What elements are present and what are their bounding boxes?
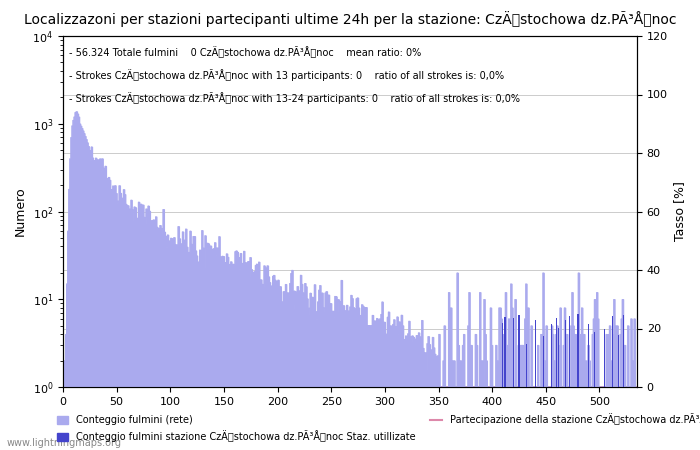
Bar <box>604 329 606 387</box>
Y-axis label: Numero: Numero <box>14 187 27 236</box>
Bar <box>526 343 527 387</box>
Bar <box>618 334 620 387</box>
Text: www.lightningmaps.org: www.lightningmaps.org <box>7 438 122 448</box>
Text: - 56.324 Totale fulmini    0 CzÄstochowa dz.PÃ³Ånoc    mean ratio: 0%: - 56.324 Totale fulmini 0 CzÄstochowa d… <box>69 46 421 58</box>
Text: - Strokes CzÄstochowa dz.PÃ³Ånoc with 13-24 participants: 0    ratio of all st: - Strokes CzÄstochowa dz.PÃ³Ånoc with … <box>69 92 519 104</box>
Y-axis label: Tasso [%]: Tasso [%] <box>673 181 687 242</box>
Bar <box>612 316 613 387</box>
Bar <box>551 324 552 387</box>
Bar <box>622 315 624 387</box>
Text: - Strokes CzÄstochowa dz.PÃ³Ånoc with 13 participants: 0    ratio of all strok: - Strokes CzÄstochowa dz.PÃ³Ånoc with … <box>69 69 504 81</box>
Text: Localizzazoni per stazioni partecipanti ultime 24h per la stazione: CzÄstochowa: Localizzazoni per stazioni partecipanti … <box>24 11 676 27</box>
Bar <box>535 320 536 387</box>
Bar <box>565 320 566 387</box>
Bar <box>556 318 557 387</box>
Legend: Conteggio fulmini (rete), Conteggio fulmini stazione CzÄstochowa dz.PÃ³Ånoc St: Conteggio fulmini (rete), Conteggio fulm… <box>54 411 700 445</box>
Bar <box>569 316 570 387</box>
Bar <box>558 328 559 387</box>
Bar <box>543 336 544 387</box>
Bar <box>513 318 514 387</box>
Bar <box>588 324 589 387</box>
